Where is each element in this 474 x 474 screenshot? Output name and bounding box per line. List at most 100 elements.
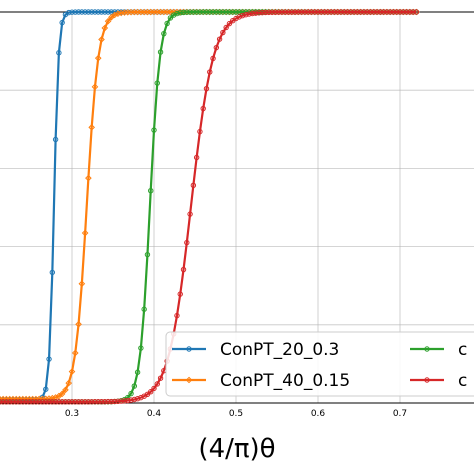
series-point: [223, 9, 229, 15]
series-point: [190, 182, 197, 189]
series-point: [104, 17, 112, 25]
series-point: [134, 395, 141, 402]
series-point: [0, 399, 6, 405]
series-point: [23, 399, 29, 405]
series-point: [138, 345, 144, 351]
series-point: [78, 280, 86, 288]
series-point: [246, 11, 252, 17]
series-point: [154, 80, 160, 86]
series-point: [101, 24, 109, 32]
series-point: [180, 9, 187, 16]
series-point: [46, 356, 52, 362]
series-point: [348, 9, 354, 15]
series-point: [328, 9, 334, 15]
series-point: [344, 9, 351, 15]
series-point: [82, 399, 88, 405]
series-point: [279, 9, 285, 15]
series-point: [243, 12, 249, 18]
series-point: [128, 390, 134, 397]
series-point: [131, 396, 138, 403]
series-point: [187, 211, 193, 217]
series-point: [367, 9, 374, 15]
series-point: [46, 399, 52, 405]
series-point: [148, 389, 154, 395]
series-point: [269, 9, 275, 15]
series-point: [118, 398, 124, 404]
series-point: [75, 9, 82, 15]
series-point: [226, 20, 233, 27]
series-point: [36, 399, 42, 405]
series-point: [180, 266, 187, 273]
series-point: [144, 251, 151, 258]
legend-item: ConPT_40_0.15: [172, 371, 350, 391]
series-point: [157, 375, 164, 381]
series-point: [79, 399, 85, 405]
series-point: [174, 312, 180, 319]
series-point: [58, 390, 66, 398]
series-point: [26, 399, 33, 405]
legend-label: ConPT_20_0.3: [220, 340, 339, 360]
series-point: [394, 9, 400, 15]
series-point: [289, 9, 295, 15]
series-point: [377, 9, 384, 15]
series-point: [138, 394, 144, 401]
series-point: [390, 9, 397, 15]
series-point: [233, 9, 239, 15]
legend-label: c: [458, 371, 467, 391]
series-point: [114, 10, 122, 17]
series-point: [141, 306, 147, 312]
x-tick-label: 0.4: [147, 409, 162, 419]
series-point: [230, 9, 236, 15]
series-point: [207, 69, 213, 75]
series-point: [85, 174, 92, 182]
series-point: [39, 399, 46, 405]
series-point: [68, 368, 76, 375]
series-point: [56, 50, 62, 56]
series-point: [397, 9, 403, 15]
series-point: [69, 9, 75, 15]
series-point: [312, 9, 318, 15]
series-point: [95, 399, 101, 405]
series-point: [193, 9, 200, 15]
series-point: [134, 369, 141, 375]
series-point: [220, 9, 226, 15]
series-point: [216, 9, 223, 15]
series-point: [275, 9, 282, 15]
series-point: [43, 399, 49, 405]
series-point: [88, 9, 95, 15]
series-point: [144, 391, 151, 397]
series-point: [334, 9, 341, 15]
series-point: [49, 399, 56, 405]
series-point: [210, 9, 216, 15]
series-point: [193, 154, 200, 161]
series-point: [308, 9, 315, 15]
series-point: [29, 399, 36, 405]
series-point: [213, 9, 220, 15]
series-point: [98, 9, 105, 15]
series-point: [200, 9, 206, 15]
series-point: [121, 398, 128, 404]
series-point: [338, 9, 344, 15]
series-point: [95, 9, 101, 15]
series-point: [33, 399, 39, 405]
series-point: [92, 399, 98, 405]
series-point: [325, 9, 331, 15]
series-point: [210, 55, 216, 62]
series-point: [128, 397, 134, 403]
series-point: [75, 320, 82, 328]
series-point: [62, 399, 69, 405]
series-point: [85, 399, 92, 405]
series-point: [177, 291, 183, 297]
series-point: [13, 399, 19, 405]
series-point: [52, 399, 59, 405]
series-point: [111, 398, 118, 405]
series-point: [167, 15, 174, 21]
series-point: [374, 9, 380, 15]
series-point: [424, 346, 430, 352]
series-point: [282, 9, 288, 15]
series-group: [0, 9, 420, 405]
series-point: [108, 398, 115, 405]
series-point: [125, 397, 131, 404]
series-point: [387, 9, 393, 15]
series-point: [88, 124, 95, 131]
